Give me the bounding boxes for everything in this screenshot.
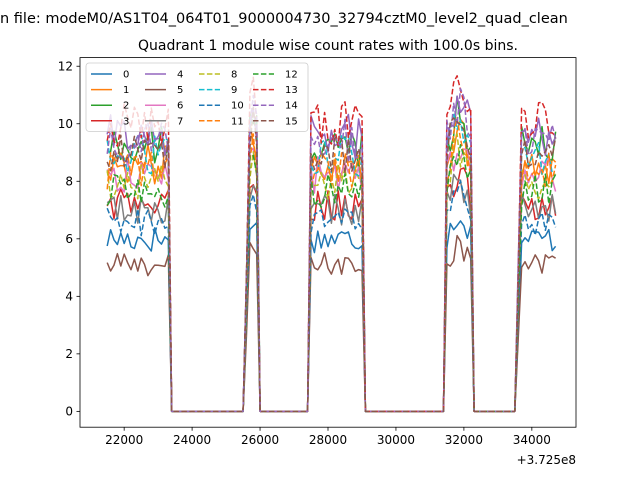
legend-label-7: 7 bbox=[177, 116, 183, 127]
legend-label-5: 5 bbox=[177, 85, 183, 96]
y-axis: 0 2 4 6 8 10 12 bbox=[58, 60, 80, 419]
legend-label-12: 12 bbox=[285, 70, 298, 81]
y-tick-label: 10 bbox=[58, 117, 73, 131]
legend-frame bbox=[85, 62, 309, 132]
y-tick-label: 6 bbox=[65, 232, 73, 246]
x-offset-label: +3.725e8 bbox=[517, 453, 576, 467]
x-tick-label: 22000 bbox=[105, 433, 143, 447]
x-tick-label: 24000 bbox=[173, 433, 211, 447]
legend-label-6: 6 bbox=[177, 101, 183, 112]
series-line-15 bbox=[106, 106, 557, 413]
chart-title: Quadrant 1 module wise count rates with … bbox=[138, 38, 518, 54]
x-tick-label: 26000 bbox=[241, 433, 279, 447]
series-layer bbox=[106, 75, 557, 413]
x-tick-label: 28000 bbox=[309, 433, 347, 447]
legend-label-0: 0 bbox=[123, 70, 129, 81]
legend-label-14: 14 bbox=[285, 101, 298, 112]
legend-label-1: 1 bbox=[123, 85, 129, 96]
legend-label-2: 2 bbox=[123, 101, 129, 112]
figure-title: n file: modeM0/AS1T04_064T01_9000004730_… bbox=[0, 11, 568, 27]
x-tick-label: 32000 bbox=[445, 433, 483, 447]
legend-label-13: 13 bbox=[285, 85, 298, 96]
legend-label-3: 3 bbox=[123, 116, 129, 127]
legend-label-4: 4 bbox=[177, 70, 183, 81]
legend-label-8: 8 bbox=[231, 70, 237, 81]
x-axis: 22000 24000 26000 28000 30000 32000 34000 bbox=[105, 427, 551, 447]
legend-label-11: 11 bbox=[231, 116, 244, 127]
y-tick-label: 2 bbox=[65, 347, 73, 361]
y-tick-label: 0 bbox=[65, 405, 73, 419]
y-tick-label: 4 bbox=[65, 290, 73, 304]
legend-label-9: 9 bbox=[231, 85, 237, 96]
y-tick-label: 12 bbox=[58, 60, 73, 74]
legend-label-15: 15 bbox=[285, 116, 298, 127]
x-tick-label: 30000 bbox=[377, 433, 415, 447]
legend-label-10: 10 bbox=[231, 101, 244, 112]
y-tick-label: 8 bbox=[65, 175, 73, 189]
x-tick-label: 34000 bbox=[513, 433, 551, 447]
